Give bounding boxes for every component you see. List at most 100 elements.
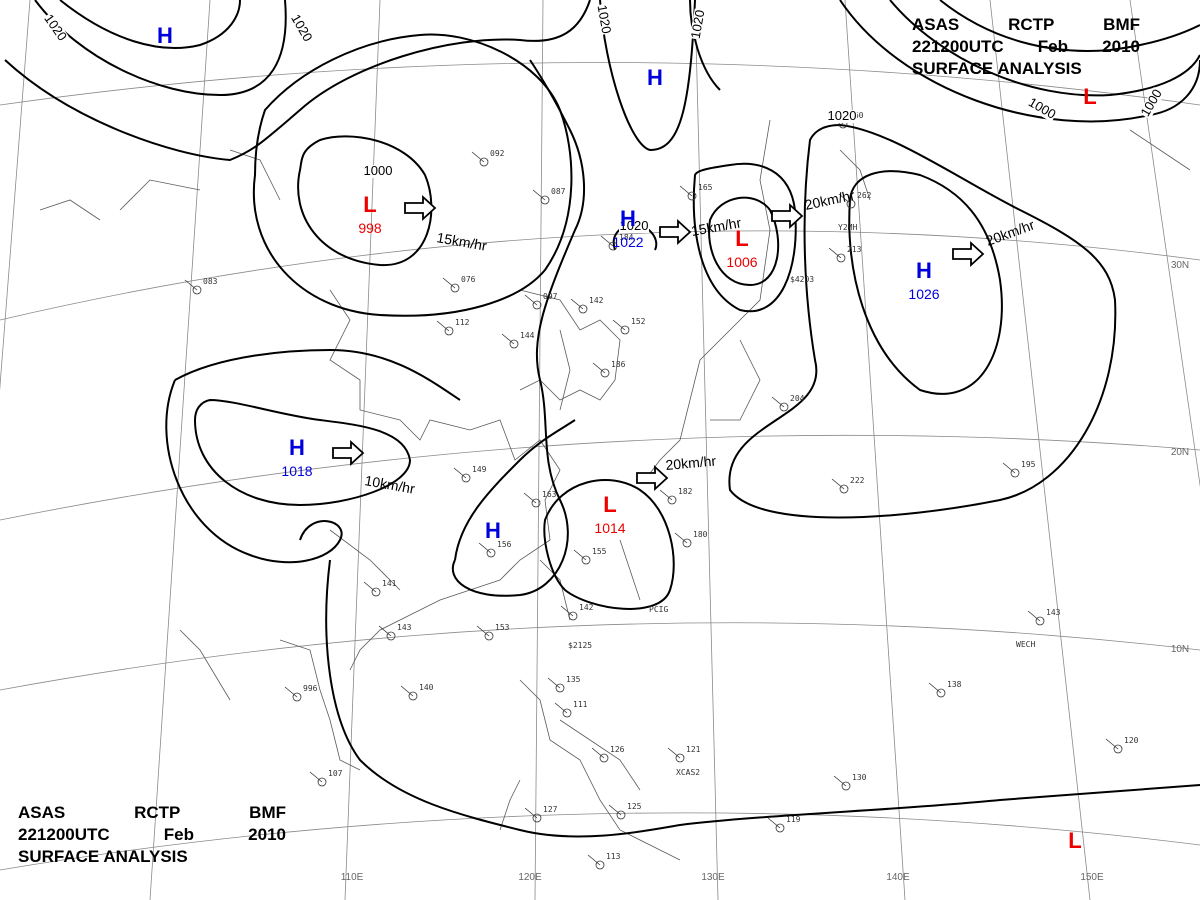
wind-barb [591,747,605,759]
station-circle [479,157,489,167]
header-top-code: BMF [1103,15,1140,34]
station-circle [408,691,418,701]
station-circle [484,631,494,641]
isobar-label-bg [689,8,708,41]
station-circle [317,777,327,787]
station-circle [616,810,626,820]
station-circle [687,191,697,201]
wind-barb [1027,610,1041,622]
central-pressure-value: 1026 [908,286,939,302]
station-circle [1035,616,1045,626]
wind-barb [828,247,842,259]
isobar-label: 1020 [688,9,708,40]
station-pressure: 186 [611,360,626,369]
isobar-label-bg [287,12,315,45]
isobar-label: 1020 [620,218,649,233]
wind-barb [1002,462,1016,474]
station-circle [620,325,630,335]
station-pressure: 165 [698,183,713,192]
station-pressure: 182 [678,487,693,496]
wind-barb [570,298,584,310]
wind-barb [524,807,538,819]
station-pressure: 076 [461,275,476,284]
longitude-label: 130E [701,872,725,883]
station-circle [540,195,550,205]
station-pressure: 155 [592,547,607,556]
wind-barb [501,333,515,345]
station-circle [599,753,609,763]
station-pressure: 143 [1046,608,1061,617]
station-circle [836,253,846,263]
wind-barb [928,682,942,694]
header-top-year: 2010 [1102,37,1140,56]
station-code: $4203 [790,275,814,284]
wind-barb [831,478,845,490]
station-pressure: 113 [606,852,621,861]
wind-barb [523,492,537,504]
isobar-label-bg [594,3,613,36]
station-circle [386,631,396,641]
isobar-label: 1000 [364,163,393,178]
station-circle [562,708,572,718]
station-pressure: 097 [543,292,558,301]
central-pressure-value: 1006 [726,254,757,270]
station-circle [608,241,618,251]
isobar-label-bg [1138,87,1166,120]
station-circle [192,285,202,295]
station-circle [846,199,856,209]
station-circle [595,860,605,870]
wind-barb [476,625,490,637]
motion-speed-label: 20km/hr [984,216,1037,248]
station-pressure: 152 [631,317,646,326]
station-circle [486,548,496,558]
motion-arrow-icon [404,194,437,222]
wind-barb [471,151,485,163]
wind-barb [478,542,492,554]
latitude-label: 20N [1171,447,1189,458]
station-pressure: 142 [579,603,594,612]
station-pressure: 138 [947,680,962,689]
station-pressure: 111 [573,700,588,709]
isobar-label: 1020 [595,4,615,35]
wind-barb [587,854,601,866]
wind-barb [573,549,587,561]
station-pressure: 156 [497,540,512,549]
header-bottom-code: BMF [249,803,286,822]
wind-barb [378,625,392,637]
motion-speed-label: 20km/hr [665,453,717,473]
station-pressure: 163 [542,490,557,499]
motion-arrow-icon [636,464,669,492]
wind-barb [309,771,323,783]
isobar-label-bg [363,165,393,178]
wind-barb [184,279,198,291]
wind-barb [767,817,781,829]
station-circle [779,402,789,412]
station-pressure: 127 [543,805,558,814]
motion-arrow-icon [659,218,692,246]
wind-barb [547,677,561,689]
wind-barb [838,193,852,205]
wind-barb [659,489,673,501]
station-pressure: 092 [490,149,505,158]
station-pressure: 184 [619,233,634,242]
longitude-label: 150E [1080,872,1104,883]
station-circle [509,339,519,349]
wind-barb [363,581,377,593]
isobars [4,0,1200,838]
longitude-label: 120E [518,872,542,883]
station-pressure: 120 [1124,736,1139,745]
header-bottom: ASAS RCTP BMF 221200UTC Feb 2010 SURFACE… [18,802,286,868]
station-pressure: 149 [472,465,487,474]
station-circle [667,495,677,505]
station-pressure: 140 [419,683,434,692]
station-circle [775,823,785,833]
station-pressure: 142 [589,296,604,305]
wind-barb [400,685,414,697]
motion-speed-label: 20km/hr [803,187,856,213]
isobar-label-bg [1025,95,1058,123]
header-bottom-title: SURFACE ANALYSIS [18,847,188,866]
header-bottom-month: Feb [163,825,195,844]
wind-barb [554,702,568,714]
station-code: Y2MH [838,223,857,232]
isobar-label-bg [619,220,649,233]
